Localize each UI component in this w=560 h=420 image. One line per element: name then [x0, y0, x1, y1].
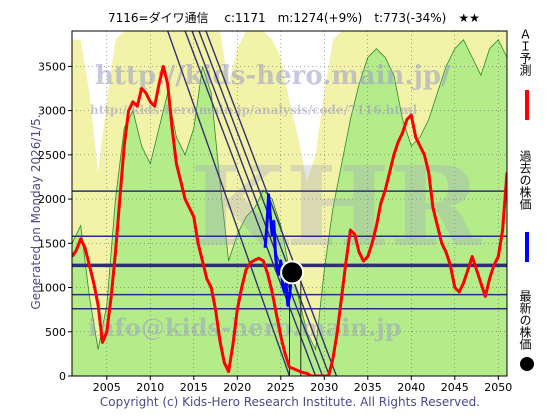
x-tick-label: 2045 — [441, 381, 469, 394]
watermark-url: http://kids-hero.main.jp/ — [95, 61, 451, 91]
watermark-analysis-url: http://kids-hero.main.jp/analysis/code/7… — [90, 103, 418, 117]
y-tick-label: 500 — [45, 326, 66, 339]
y-tick-label: 2500 — [38, 149, 66, 162]
x-tick-label: 2040 — [397, 381, 425, 394]
y-tick-label: 0 — [59, 370, 66, 383]
y-tick-label: 1000 — [38, 282, 66, 295]
plot-area: http://kids-hero.main.jp/http://kids-her… — [72, 31, 507, 376]
x-tick-label: 2025 — [267, 381, 295, 394]
y-tick-label: 2000 — [38, 193, 66, 206]
watermark-email: info@kids-hero.main.jp — [88, 313, 402, 342]
trend-line — [198, 31, 331, 376]
y-tick-label: 3500 — [38, 60, 66, 73]
copyright-notice: Copyright (c) Kids-Hero Research Institu… — [100, 395, 480, 409]
trend-line — [184, 31, 317, 376]
legend-dot — [520, 357, 534, 371]
trend-line — [167, 31, 291, 376]
plot-frame — [71, 30, 508, 377]
latest-price-dot — [280, 260, 305, 285]
past-price-line — [263, 193, 293, 307]
green-band — [72, 39, 507, 376]
trend-line — [205, 31, 338, 376]
chart-title: 7116=ダイワ通信 c:1171 m:1274(+9%) t:773(-34%… — [108, 10, 480, 25]
x-tick-label: 2005 — [93, 381, 121, 394]
ai-prediction-line — [72, 64, 507, 376]
generated-date-label: Generated on Monday 2026/1/5. — [29, 114, 43, 309]
plot-clipped-group: http://kids-hero.main.jp/http://kids-her… — [72, 31, 507, 376]
x-tick-label: 2015 — [180, 381, 208, 394]
y-tick-label: 1500 — [38, 237, 66, 250]
legend-label: ＡＩ予測 — [518, 28, 532, 77]
x-tick-label: 2010 — [136, 381, 164, 394]
x-tick-label: 2030 — [310, 381, 338, 394]
legend-label: 過去の株価 — [518, 150, 532, 210]
x-tick-label: 2035 — [354, 381, 382, 394]
legend-label: 最新の株価 — [518, 290, 532, 350]
x-tick-label: 2020 — [223, 381, 251, 394]
y-tick-label: 3000 — [38, 105, 66, 118]
x-tick-label: 2050 — [484, 381, 512, 394]
axes: 2005 2010 2015 2020 2025 2030 2035 2040 2045 2050… — [38, 30, 512, 394]
